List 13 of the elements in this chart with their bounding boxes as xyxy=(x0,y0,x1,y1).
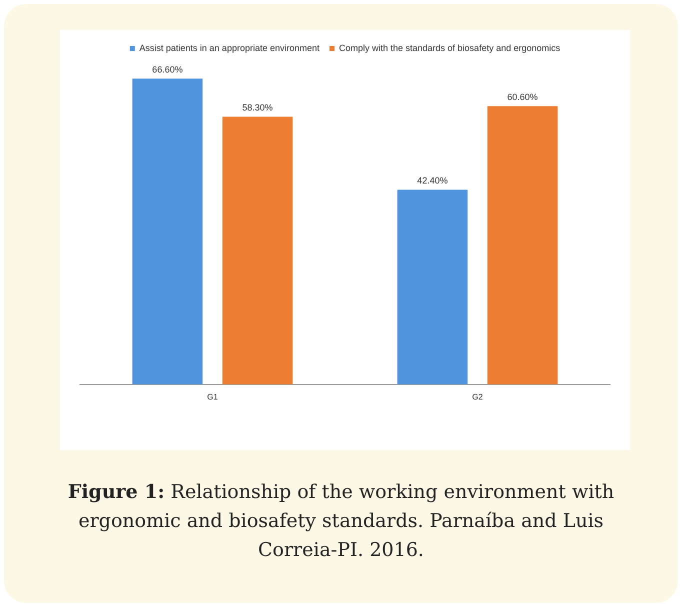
data-label: 60.60% xyxy=(507,92,538,102)
legend-label: Comply with the standards of biosafety and ergonomics xyxy=(338,42,561,53)
x-tick-label: G1 xyxy=(207,392,218,402)
caption: Figure 1: Relationship of the working environment with ergonomic and biosafety standards. Parnaíba and Luis Correia-PI. 2016. xyxy=(66,480,616,563)
data-label: 66.60% xyxy=(152,64,183,75)
bar xyxy=(222,116,293,384)
bar xyxy=(397,190,468,384)
bar xyxy=(487,106,558,384)
bar xyxy=(132,78,203,384)
data-label: 58.30% xyxy=(242,102,273,113)
data-label: 42.40% xyxy=(417,176,448,186)
legend-label: Assist patients in an appropriate environment xyxy=(139,42,320,53)
x-tick-label: G2 xyxy=(472,392,484,402)
